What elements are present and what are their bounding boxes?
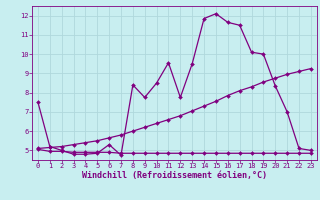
X-axis label: Windchill (Refroidissement éolien,°C): Windchill (Refroidissement éolien,°C) <box>82 171 267 180</box>
